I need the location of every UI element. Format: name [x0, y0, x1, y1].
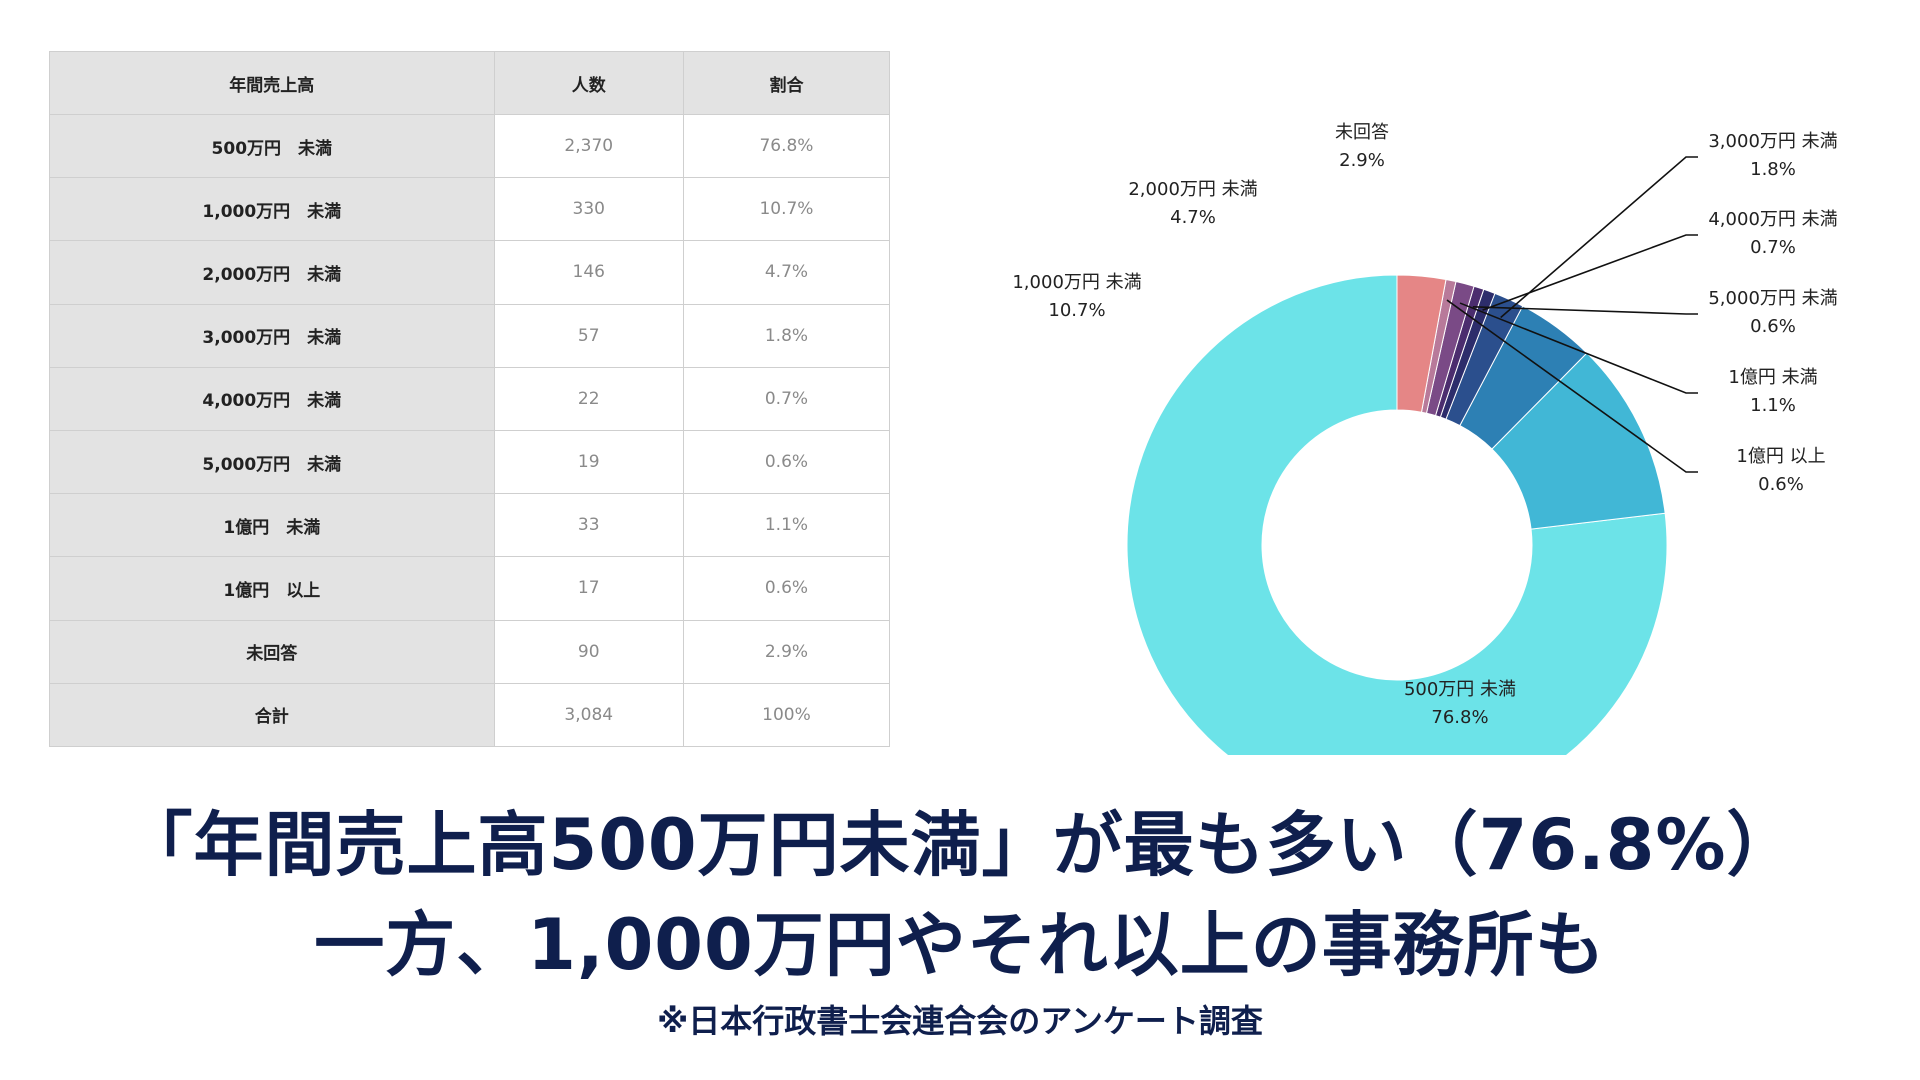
row-ratio: 0.6%	[682, 556, 891, 621]
row-count: 33	[493, 493, 684, 558]
donut-slice	[1126, 274, 1668, 755]
table-row: 4,000万円 未満 22 0.7%	[49, 366, 891, 431]
table-row: 未回答 90 2.9%	[49, 619, 891, 684]
slice-value-label: 0.7%	[1750, 237, 1796, 258]
row-ratio: 0.6%	[682, 429, 891, 495]
leader-line	[1459, 302, 1698, 394]
slice-value-label: 0.6%	[1758, 474, 1804, 495]
slice-value-label: 2.9%	[1339, 150, 1385, 171]
slice-value-label: 4.7%	[1170, 207, 1216, 228]
row-label: 合計	[49, 682, 495, 748]
slice-label: 1億円 以上	[1736, 446, 1825, 467]
table-row: 1億円 以上 17 0.6%	[49, 556, 891, 621]
row-label: 1億円 未満	[49, 493, 495, 558]
table-row: 5,000万円 未満 19 0.6%	[49, 429, 891, 495]
row-count: 90	[493, 619, 684, 684]
row-label: 3,000万円 未満	[49, 303, 495, 368]
row-ratio: 1.1%	[682, 493, 891, 558]
row-label: 5,000万円 未満	[49, 429, 495, 495]
row-count: 146	[493, 240, 684, 305]
row-ratio: 10.7%	[682, 177, 891, 242]
row-label: 4,000万円 未満	[49, 366, 495, 431]
table-row: 3,000万円 未満 57 1.8%	[49, 303, 891, 368]
slice-label: 4,000万円 未満	[1708, 209, 1837, 230]
headline-line-1: 「年間売上高500万円未満」が最も多い（76.8%）	[122, 804, 1798, 886]
row-ratio: 2.9%	[682, 619, 891, 684]
table-row: 1億円 未満 33 1.1%	[49, 493, 891, 558]
leader-line	[1500, 156, 1698, 319]
slice-label: 1,000万円 未満	[1012, 272, 1141, 293]
row-ratio: 1.8%	[682, 303, 891, 368]
source-note: ※日本行政書士会連合会のアンケート調査	[657, 1002, 1263, 1040]
revenue-table: 年間売上高 人数 割合 500万円 未満 2,370 76.8% 1,000万円…	[49, 51, 891, 748]
row-label: 500万円 未満	[49, 113, 495, 179]
slice-label: 1億円 未満	[1728, 367, 1817, 388]
revenue-table-container: 年間売上高 人数 割合 500万円 未満 2,370 76.8% 1,000万円…	[49, 51, 891, 748]
leader-line	[1482, 234, 1698, 311]
leader-line	[1472, 305, 1698, 315]
table-header-row: 年間売上高 人数 割合	[49, 51, 891, 115]
row-count: 22	[493, 366, 684, 431]
slice-value-label: 76.8%	[1431, 707, 1488, 728]
column-header-ratio: 割合	[682, 51, 891, 115]
slice-label: 500万円 未満	[1404, 679, 1516, 700]
leader-line	[1446, 299, 1698, 473]
slice-value-label: 1.1%	[1750, 395, 1796, 416]
headline-line-2: 一方、1,000万円やそれ以上の事務所も	[314, 904, 1606, 986]
row-ratio: 4.7%	[682, 240, 891, 305]
slice-label: 5,000万円 未満	[1708, 288, 1837, 309]
slice-label: 未回答	[1335, 122, 1389, 143]
column-header-revenue: 年間売上高	[49, 51, 495, 115]
row-label: 1億円 以上	[49, 556, 495, 621]
row-ratio: 0.7%	[682, 366, 891, 431]
slice-value-label: 0.6%	[1750, 316, 1796, 337]
row-label: 未回答	[49, 619, 495, 684]
row-count: 330	[493, 177, 684, 242]
donut-slice	[1396, 274, 1447, 413]
slice-label: 2,000万円 未満	[1128, 179, 1257, 200]
row-count: 17	[493, 556, 684, 621]
caption: 「年間売上高500万円未満」が最も多い（76.8%） 一方、1,000万円やそれ…	[0, 795, 1920, 1041]
table-row: 500万円 未満 2,370 76.8%	[49, 113, 891, 179]
table-row: 1,000万円 未満 330 10.7%	[49, 177, 891, 242]
row-count: 19	[493, 429, 684, 495]
row-count: 2,370	[493, 113, 684, 179]
row-ratio: 100%	[682, 682, 891, 748]
row-count: 3,084	[493, 682, 684, 748]
row-label: 1,000万円 未満	[49, 177, 495, 242]
table-row: 2,000万円 未満 146 4.7%	[49, 240, 891, 305]
slice-value-label: 1.8%	[1750, 159, 1796, 180]
row-ratio: 76.8%	[682, 113, 891, 179]
table-row-total: 合計 3,084 100%	[49, 682, 891, 748]
column-header-count: 人数	[493, 51, 684, 115]
row-count: 57	[493, 303, 684, 368]
revenue-donut-chart: 500万円 未満 76.8% 1,000万円 未満 10.7% 2,000万円 未満 4.…	[1012, 122, 1838, 755]
row-label: 2,000万円 未満	[49, 240, 495, 305]
slice-label: 3,000万円 未満	[1708, 131, 1837, 152]
slice-value-label: 10.7%	[1048, 300, 1105, 321]
